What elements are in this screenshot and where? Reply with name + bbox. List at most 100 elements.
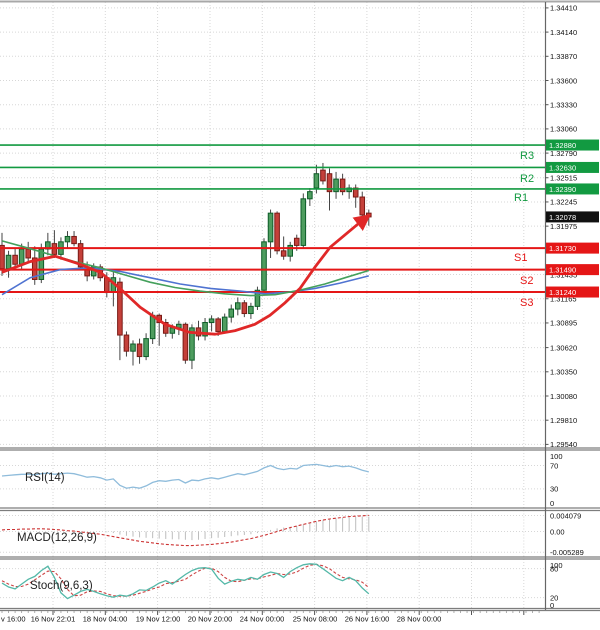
indicator-axis-label: 100 [550, 452, 563, 461]
stoch-d-line [1, 563, 370, 597]
price-axis-label: 1.29540 [550, 440, 577, 449]
resistance-label-r1: R1 [514, 192, 528, 204]
macd-panel-series [1, 514, 370, 547]
candle-bear [71, 235, 77, 245]
indicator-axis-label: 0.00 [550, 527, 565, 536]
support-price-badge [546, 286, 599, 298]
price-axis-label: 1.32515 [550, 174, 577, 183]
time-axis-label: 20 Nov 20:00 [188, 615, 233, 624]
candle-bull [307, 191, 313, 200]
price-axis-label: 1.30080 [550, 392, 577, 401]
price-axis-label: 1.29810 [550, 416, 577, 425]
candle-bull [169, 327, 176, 334]
candle-bull [333, 178, 339, 193]
candle-bear [280, 250, 287, 257]
price-axis-label: 1.34410 [550, 4, 577, 13]
candle-bull [235, 302, 241, 310]
price-axis: 1.34410 1.34140 1.33870 1.33600 1.33330 1.330… [545, 4, 599, 610]
resistance-price-badge-text: 1.32390 [549, 185, 576, 194]
stoch-k-line [1, 563, 370, 600]
price-axis-label: 1.30620 [550, 343, 577, 352]
support-price-badge-text: 1.31730 [549, 244, 576, 253]
time-axis-label: 25 Nov 08:00 [293, 615, 338, 624]
current-price-badge-text: 1.32078 [549, 213, 576, 222]
candle-bear [326, 173, 333, 193]
candle-bull [208, 318, 215, 324]
stoch-label: Stoch(9,6,3) [30, 580, 93, 592]
rsi-label: RSI(14) [25, 472, 65, 484]
stochastic-panel-series [1, 563, 370, 600]
indicator-axis-label: -0.005289 [550, 548, 584, 557]
candle-bull [5, 254, 12, 270]
resistance-price-badge [546, 183, 599, 195]
candle-bear [352, 187, 359, 198]
candle-bear [117, 281, 123, 336]
candle-bull [261, 241, 267, 291]
candle-bear [162, 322, 169, 334]
time-axis-label: v 16:00 [1, 615, 26, 624]
candlestick-series [0, 162, 372, 370]
indicator-axis-label: 0 [550, 601, 554, 610]
candle-bull [202, 322, 208, 337]
macd-label: MACD(12,26,9) [17, 532, 97, 544]
price-axis-label: 1.33330 [550, 101, 577, 110]
indicator-axis-label: 0 [550, 499, 554, 508]
candle-bull [189, 327, 195, 361]
resistance-label-r2: R2 [520, 173, 534, 185]
level-labels: R3 R2 R1 S1 S2 S3 [514, 150, 534, 309]
candle-bull [64, 235, 71, 243]
candle-bull [267, 212, 274, 243]
resistance-label-r3: R3 [520, 150, 534, 162]
indicator-axis-label: 0.004079 [550, 511, 581, 520]
candle-bear [25, 248, 31, 259]
support-label-s2: S2 [520, 275, 533, 287]
resistance-price-badge [546, 161, 599, 173]
price-axis-label: 1.33060 [550, 125, 577, 134]
support-label-s3: S3 [520, 297, 533, 309]
indicator-axis-label: 30 [550, 485, 558, 494]
rsi-panel-series [1, 463, 369, 489]
ma-slow-line [1, 266, 369, 296]
candle-bear [339, 178, 346, 193]
time-axis-label: 28 Nov 00:00 [397, 615, 442, 624]
price-axis-label: 1.33600 [550, 76, 577, 85]
support-label-s1: S1 [514, 252, 527, 264]
candle-bear [241, 302, 248, 315]
support-price-badge-text: 1.31240 [549, 288, 576, 297]
panel-borders [0, 0, 600, 612]
resistance-price-badge [546, 139, 599, 151]
rsi-line [1, 463, 369, 489]
current-price-badge [546, 211, 599, 223]
price-axis-label: 1.34140 [550, 28, 577, 37]
price-axis-label: 1.32790 [550, 149, 577, 158]
candle-bull [248, 305, 254, 315]
candle-bear [123, 334, 130, 352]
resistance-price-badge-text: 1.32630 [549, 163, 576, 172]
support-price-badge-text: 1.31490 [549, 266, 576, 275]
time-axis-label: 16 Nov 22:01 [31, 615, 76, 624]
price-axis-label: 1.32245 [550, 198, 577, 207]
candle-bull [254, 289, 261, 307]
indicator-axis-label: 100 [550, 561, 563, 570]
indicator-axis-label: 20 [550, 593, 558, 602]
support-price-badge [546, 242, 599, 254]
candle-bull [18, 248, 25, 265]
candle-bull [228, 308, 235, 318]
candle-bull [300, 198, 307, 246]
time-axis-label: 24 Nov 00:00 [240, 615, 285, 624]
candle-bear [77, 243, 84, 268]
price-axis-label: 1.30895 [550, 319, 577, 328]
candle-bear [359, 196, 366, 216]
candle-bull [346, 187, 352, 193]
resistance-price-badge-text: 1.32880 [549, 141, 576, 150]
candle-bear [274, 212, 280, 252]
candle-bull [287, 244, 293, 257]
price-axis-label: 1.30350 [550, 368, 577, 377]
time-axis-label: 18 Nov 04:00 [83, 615, 128, 624]
candle-bear [136, 343, 143, 358]
candle-bull [221, 316, 228, 332]
time-axis-label: 19 Nov 12:00 [136, 615, 181, 624]
price-axis-label: 1.33870 [550, 52, 577, 61]
